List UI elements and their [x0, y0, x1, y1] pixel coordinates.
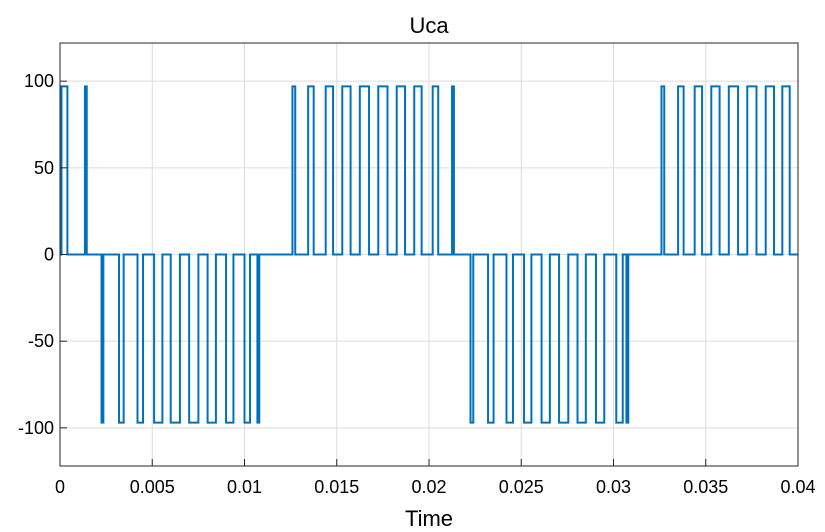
- positive-pulse: [360, 86, 369, 254]
- negative-pulse: [488, 255, 494, 423]
- chart-title: Uca: [409, 13, 449, 38]
- negative-pulse: [616, 255, 622, 423]
- negative-pulse: [626, 255, 628, 423]
- positive-pulse: [695, 86, 702, 254]
- positive-pulse: [747, 86, 756, 254]
- x-tick-label: 0.03: [596, 477, 631, 497]
- x-tick-label: 0.04: [780, 477, 815, 497]
- negative-pulse: [102, 255, 104, 423]
- negative-pulse: [524, 255, 531, 423]
- y-tick-label: 100: [24, 71, 54, 91]
- negative-pulse: [189, 255, 198, 423]
- x-tick-labels: 0 0.005 0.01 0.015 0.02 0.025 0.03 0.035 0.04: [55, 459, 816, 497]
- negative-pulse: [559, 255, 568, 423]
- positive-pulse: [661, 86, 664, 254]
- positive-pulse: [433, 86, 439, 254]
- y-tick-label: -50: [28, 331, 54, 351]
- negative-pulse: [578, 255, 586, 423]
- positive-pulse: [397, 86, 405, 254]
- positive-pulse: [61, 86, 67, 254]
- negative-pulse: [154, 255, 162, 423]
- series-line: [60, 85, 798, 424]
- series-uca: [60, 85, 798, 424]
- negative-pulse: [171, 255, 180, 423]
- negative-pulse: [119, 255, 124, 423]
- y-tick-label: 50: [34, 158, 54, 178]
- positive-pulse: [378, 86, 387, 254]
- negative-pulse: [137, 255, 143, 423]
- negative-pulse: [542, 255, 550, 423]
- x-tick-label: 0.035: [683, 477, 728, 497]
- x-tick-label: 0.025: [499, 477, 544, 497]
- positive-pulse: [452, 86, 454, 254]
- positive-pulse: [729, 86, 738, 254]
- positive-pulse: [678, 86, 684, 254]
- negative-pulse: [245, 255, 251, 423]
- x-axis-label: Time: [405, 506, 453, 531]
- positive-pulse: [711, 86, 719, 254]
- positive-pulse: [414, 86, 421, 254]
- x-tick-label: 0.01: [227, 477, 262, 497]
- positive-pulse: [782, 86, 789, 254]
- x-tick-label: 0.015: [314, 477, 359, 497]
- negative-pulse: [506, 255, 512, 423]
- positive-pulse: [292, 86, 295, 254]
- negative-pulse: [596, 255, 604, 423]
- series-layer: [60, 85, 798, 424]
- y-tick-labels: 100 50 0 -50 -100: [18, 71, 67, 438]
- positive-pulse: [766, 86, 774, 254]
- negative-pulse: [257, 255, 259, 423]
- positive-pulse: [308, 86, 314, 254]
- positive-pulse: [326, 86, 333, 254]
- x-tick-label: 0.02: [411, 477, 446, 497]
- y-tick-label: 0: [44, 245, 54, 265]
- y-tick-label: -100: [18, 418, 54, 438]
- negative-pulse: [208, 255, 216, 423]
- negative-pulse: [226, 255, 233, 423]
- positive-pulse: [342, 86, 350, 254]
- positive-pulse: [85, 86, 87, 254]
- x-tick-label: 0.005: [130, 477, 175, 497]
- negative-pulse: [471, 255, 474, 423]
- x-tick-label: 0: [55, 477, 65, 497]
